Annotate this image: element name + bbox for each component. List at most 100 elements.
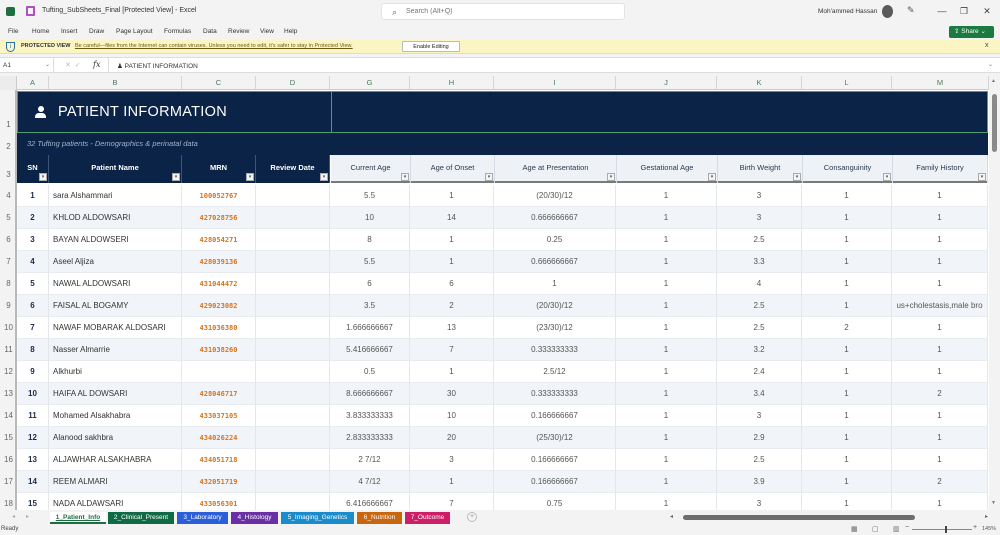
cell-sn[interactable]: 14 (17, 471, 49, 493)
close-button[interactable]: ✕ (983, 6, 991, 16)
header-age-of-onset[interactable]: Age of Onset ▾ (411, 155, 495, 183)
cell-age-of-onset[interactable]: 30 (410, 383, 494, 405)
cell-patient-name[interactable]: sara Alshammari (49, 185, 182, 207)
filter-dropdown-icon[interactable]: ▾ (793, 173, 801, 181)
cell-consanguinity[interactable]: 2 (802, 317, 892, 339)
cell-age-at-presentation[interactable]: (20/30)/12 (494, 295, 616, 317)
cell-current-age[interactable]: 8 (330, 229, 410, 251)
tab-next-icon[interactable]: ▸ (26, 514, 30, 520)
cell-mrn[interactable]: 100052767 (182, 185, 256, 207)
header-current-age[interactable]: Current Age ▾ (331, 155, 411, 183)
header-age-at-presentation[interactable]: Age at Presentation ▾ (495, 155, 617, 183)
scroll-down-icon[interactable]: ▼ (991, 500, 996, 506)
cell-age-of-onset[interactable]: 7 (410, 339, 494, 361)
cell-review-date[interactable] (256, 273, 330, 295)
cell-consanguinity[interactable]: 1 (802, 471, 892, 493)
cell-family-history[interactable]: 1 (892, 317, 988, 339)
row-header[interactable]: 11 (4, 345, 13, 354)
cell-patient-name[interactable]: Alkhurbi (49, 361, 182, 383)
page-break-view-icon[interactable]: ▥ (893, 526, 900, 533)
cell-birth-weight[interactable]: 3 (717, 405, 802, 427)
filter-dropdown-icon[interactable]: ▾ (978, 173, 986, 181)
filter-dropdown-icon[interactable]: ▾ (708, 173, 716, 181)
header-patient-name[interactable]: Patient Name ▾ (49, 155, 182, 183)
insert-function-button[interactable]: fx (93, 60, 101, 69)
restore-button[interactable]: ❐ (959, 6, 969, 16)
user-name[interactable]: Moh'ammed Hassan (818, 8, 878, 15)
cell-birth-weight[interactable]: 3 (717, 493, 802, 510)
cell-age-at-presentation[interactable]: 0.75 (494, 493, 616, 510)
subtitle-band[interactable]: 32 Tufting patients - Demographics & per… (17, 133, 988, 155)
row-header[interactable]: 16 (4, 455, 13, 464)
cell-family-history[interactable]: 1 (892, 339, 988, 361)
column-header-d[interactable]: D (256, 76, 330, 90)
row-header[interactable]: 6 (6, 235, 11, 244)
cell-review-date[interactable] (256, 493, 330, 510)
vertical-scrollbar[interactable]: ▲ ▼ (989, 76, 1000, 510)
cell-age-at-presentation[interactable]: 0.25 (494, 229, 616, 251)
menu-draw[interactable]: Draw (89, 28, 105, 35)
cell-patient-name[interactable]: NAWAF MOBARAK ALDOSARI (49, 317, 182, 339)
cell-sn[interactable]: 2 (17, 207, 49, 229)
cell-current-age[interactable]: 6.416666667 (330, 493, 410, 510)
cell-birth-weight[interactable]: 3.3 (717, 251, 802, 273)
tab-clinical-present[interactable]: 2_Clinical_Present (108, 512, 174, 524)
cell-review-date[interactable] (256, 427, 330, 449)
cell-age-of-onset[interactable]: 1 (410, 185, 494, 207)
cell-mrn[interactable]: 427028756 (182, 207, 256, 229)
cell-age-at-presentation[interactable]: 0.666666667 (494, 207, 616, 229)
cell-sn[interactable]: 6 (17, 295, 49, 317)
cell-age-at-presentation[interactable]: 0.333333333 (494, 383, 616, 405)
cell-current-age[interactable]: 5.5 (330, 251, 410, 273)
filter-dropdown-icon[interactable]: ▾ (246, 173, 254, 181)
cell-current-age[interactable]: 5.5 (330, 185, 410, 207)
cell-gestational-age[interactable]: 1 (616, 427, 717, 449)
tab-prev-icon[interactable]: ◂ (12, 514, 16, 520)
tab-histology[interactable]: 4_Histology (231, 512, 278, 524)
row-header[interactable]: 1 (6, 120, 11, 129)
column-header-l[interactable]: L (802, 76, 892, 90)
cell-family-history[interactable]: 1 (892, 427, 988, 449)
column-header-g[interactable]: G (330, 76, 410, 90)
cell-consanguinity[interactable]: 1 (802, 295, 892, 317)
cell-patient-name[interactable]: Mohamed Alsakhabra (49, 405, 182, 427)
cell-sn[interactable]: 7 (17, 317, 49, 339)
filter-dropdown-icon[interactable]: ▾ (607, 173, 615, 181)
cell-gestational-age[interactable]: 1 (616, 471, 717, 493)
scroll-thumb[interactable] (683, 515, 915, 520)
cell-consanguinity[interactable]: 1 (802, 273, 892, 295)
cell-patient-name[interactable]: Aseel Aljiza (49, 251, 182, 273)
cell-consanguinity[interactable]: 1 (802, 229, 892, 251)
cell-age-of-onset[interactable]: 20 (410, 427, 494, 449)
spreadsheet-grid[interactable]: A B C D G H I J K L M 1 2 3 4 5 6 7 8 9 … (0, 76, 1000, 510)
row-header[interactable]: 8 (6, 279, 11, 288)
cell-family-history[interactable]: 2 (892, 471, 988, 493)
row-header[interactable]: 13 (4, 389, 13, 398)
cell-mrn[interactable]: 431038260 (182, 339, 256, 361)
cell-review-date[interactable] (256, 207, 330, 229)
cell-sn[interactable]: 9 (17, 361, 49, 383)
cell-birth-weight[interactable]: 2.5 (717, 317, 802, 339)
tab-nutrition[interactable]: 6_Nutrition (357, 512, 402, 524)
cell-mrn[interactable]: 428054271 (182, 229, 256, 251)
column-header-a[interactable]: A (17, 76, 49, 90)
cell-consanguinity[interactable]: 1 (802, 251, 892, 273)
cell-review-date[interactable] (256, 317, 330, 339)
cell-current-age[interactable]: 0.5 (330, 361, 410, 383)
cell-age-at-presentation[interactable]: (25/30)/12 (494, 427, 616, 449)
cell-current-age[interactable]: 2.833333333 (330, 427, 410, 449)
menu-file[interactable]: File (8, 28, 19, 35)
row-header[interactable]: 18 (4, 499, 13, 508)
cell-mrn[interactable]: 433056301 (182, 493, 256, 510)
cell-birth-weight[interactable]: 2.5 (717, 449, 802, 471)
cell-review-date[interactable] (256, 383, 330, 405)
cell-review-date[interactable] (256, 405, 330, 427)
save-icon[interactable] (26, 6, 35, 16)
avatar[interactable] (882, 5, 893, 18)
cell-current-age[interactable]: 3.5 (330, 295, 410, 317)
cell-consanguinity[interactable]: 1 (802, 185, 892, 207)
cell-consanguinity[interactable]: 1 (802, 493, 892, 510)
cell-age-at-presentation[interactable]: 0.166666667 (494, 405, 616, 427)
cell-birth-weight[interactable]: 3 (717, 207, 802, 229)
cell-gestational-age[interactable]: 1 (616, 449, 717, 471)
